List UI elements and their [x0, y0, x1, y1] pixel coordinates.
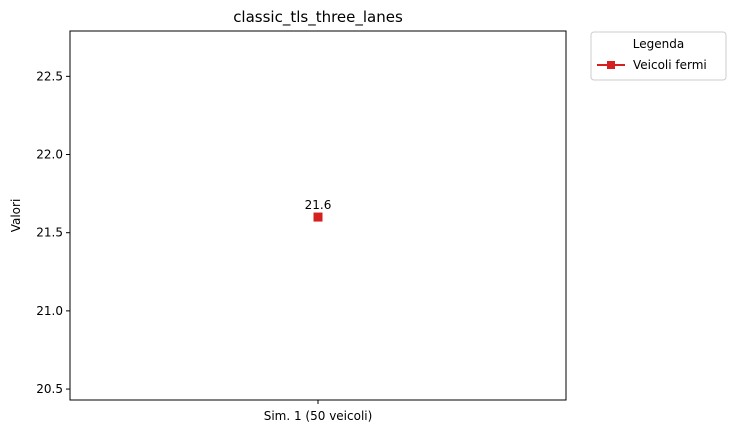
- y-tick-label: 22.5: [36, 69, 63, 83]
- legend-square-marker-icon: [607, 61, 615, 69]
- y-axis-label: Valori: [9, 199, 23, 233]
- y-tick-label: 20.5: [36, 382, 63, 396]
- x-axis: Sim. 1 (50 veicoli): [264, 400, 373, 423]
- chart-title: classic_tls_three_lanes: [233, 8, 403, 27]
- legend-box: [590, 31, 727, 81]
- series-layer: 21.6: [305, 198, 332, 222]
- y-axis: 20.5 21.0 21.5 22.0 22.5: [36, 69, 70, 396]
- data-label: 21.6: [305, 198, 332, 212]
- legend-entry-veicoli-fermi: Veicoli fermi: [633, 58, 707, 72]
- x-tick-label: Sim. 1 (50 veicoli): [264, 409, 373, 423]
- y-tick-label: 21.5: [36, 226, 63, 240]
- legend-title: Legenda: [633, 37, 684, 51]
- y-tick-label: 22.0: [36, 148, 63, 162]
- data-point-square: [313, 212, 323, 222]
- y-tick-label: 21.0: [36, 304, 63, 318]
- legend: Legenda Veicoli fermi: [590, 31, 727, 81]
